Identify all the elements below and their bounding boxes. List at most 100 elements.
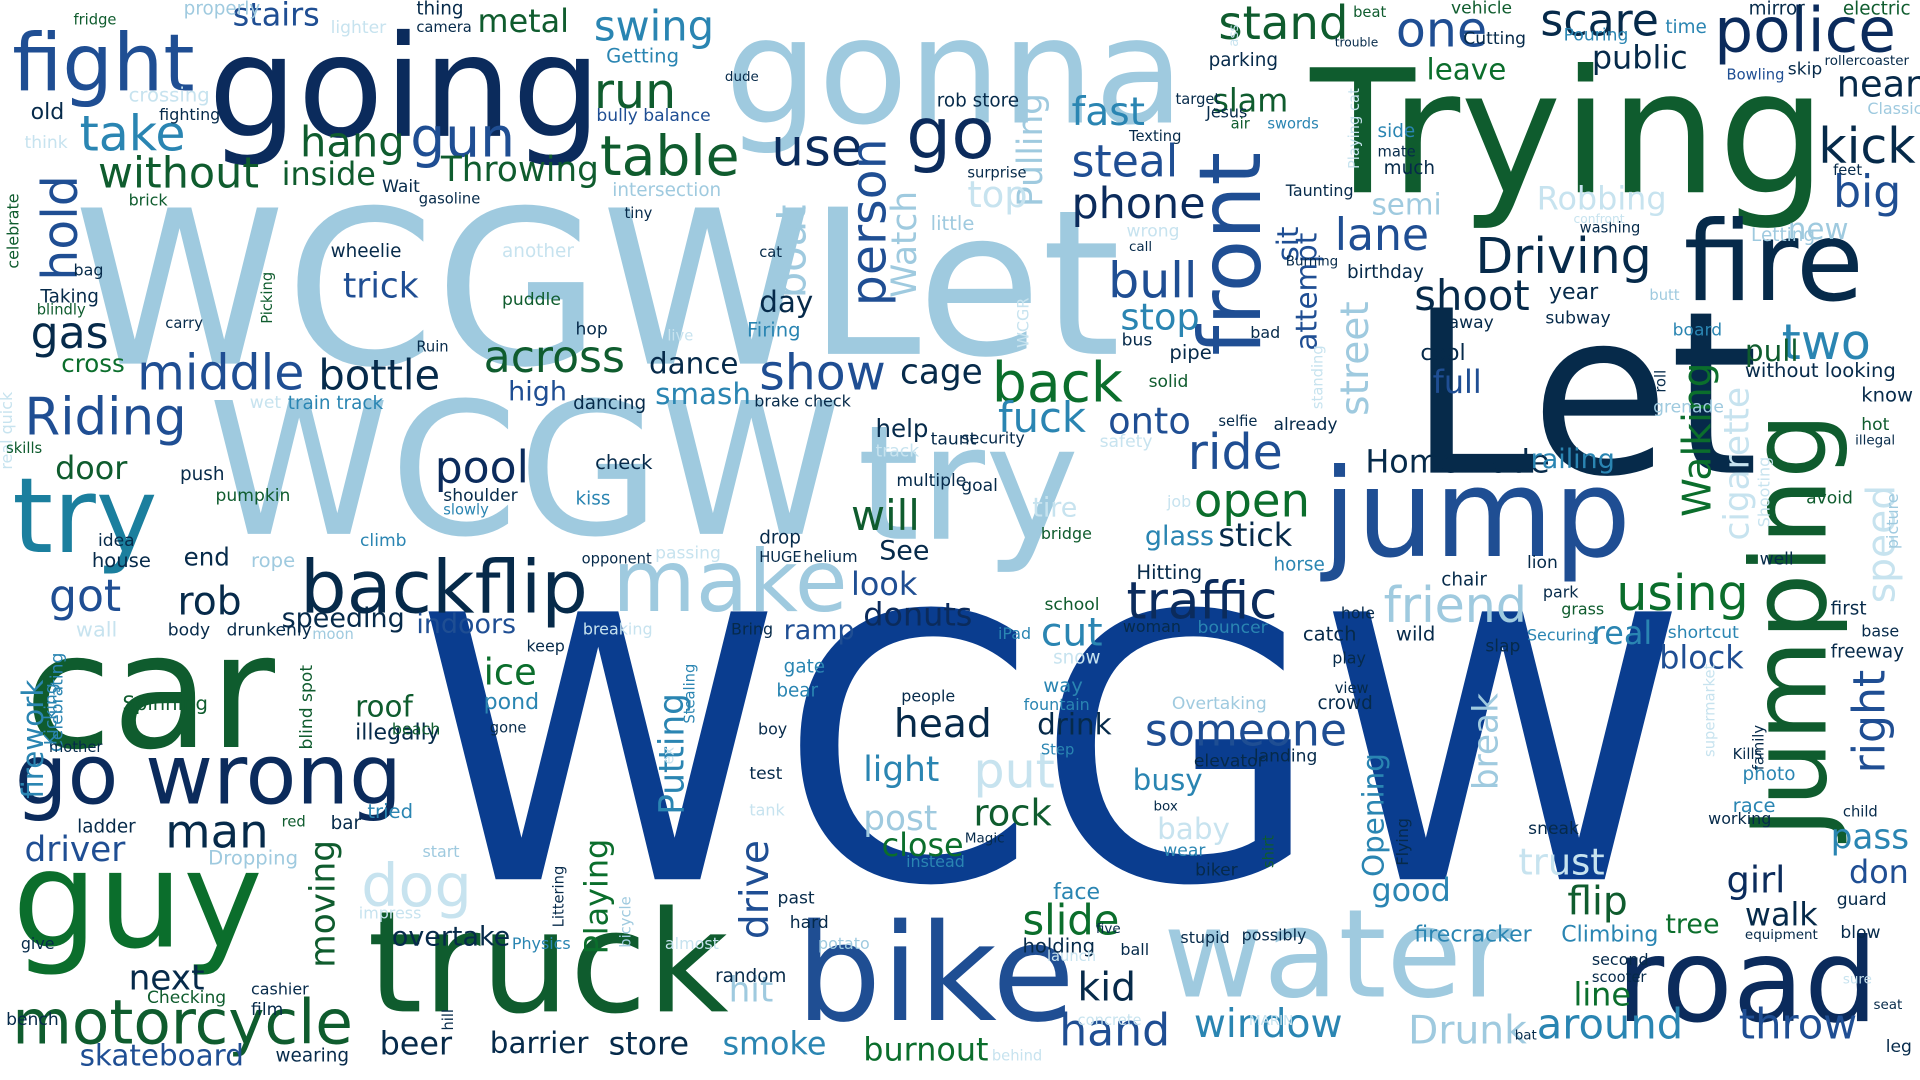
cloud-word-boy: boy xyxy=(757,721,788,740)
cloud-word-homemade: Homemade xyxy=(1365,444,1550,482)
cloud-word-body: body xyxy=(167,620,211,641)
cloud-word-getting: Getting xyxy=(606,44,680,68)
cloud-word-show: show xyxy=(759,345,886,402)
cloud-word-street: street xyxy=(1331,301,1378,417)
cloud-word-think: think xyxy=(24,133,68,154)
cloud-word-open: open xyxy=(1193,473,1311,528)
cloud-word-taking: Taking xyxy=(40,285,99,308)
cloud-word-bag: bag xyxy=(73,262,104,281)
cloud-word-dropping: Dropping xyxy=(208,846,299,870)
cloud-word-shoulder: shoulder xyxy=(443,486,518,506)
cloud-word-chair: chair xyxy=(1441,568,1487,591)
cloud-word-five: five xyxy=(1095,920,1121,937)
cloud-word-taunting: Taunting xyxy=(1285,182,1354,201)
cloud-word-pouring: Pouring xyxy=(1563,25,1629,46)
cloud-word-new: new xyxy=(1787,211,1849,247)
cloud-word-lane: lane xyxy=(1334,210,1430,261)
cloud-word-horse: horse xyxy=(1273,553,1325,576)
cloud-word-texting: Texting xyxy=(1128,127,1182,145)
cloud-word-gas: gas xyxy=(30,308,109,359)
cloud-word-firecracker: firecracker xyxy=(1414,922,1532,948)
cloud-word-wet: wet xyxy=(249,393,282,413)
cloud-word-driving: Driving xyxy=(1475,228,1652,286)
cloud-word-job: job xyxy=(1166,493,1192,512)
cloud-word-wcgw: WCGW xyxy=(208,364,842,578)
cloud-word-ex: ex xyxy=(660,747,678,765)
cloud-word-train-track: train track xyxy=(287,391,384,414)
cloud-word-bus: bus xyxy=(1121,330,1153,351)
cloud-word-fast: fast xyxy=(1071,88,1146,135)
cloud-word-red: red xyxy=(281,813,306,831)
cloud-word-fuck: fuck xyxy=(997,394,1087,444)
cloud-word-base: base xyxy=(1861,623,1900,642)
cloud-word-look: look xyxy=(851,566,918,604)
cloud-word-test: test xyxy=(749,764,783,784)
cloud-word-subway: subway xyxy=(1545,308,1611,329)
cloud-word-checking: Checking xyxy=(146,988,227,1008)
cloud-word-concrete: concrete xyxy=(1077,1011,1142,1029)
cloud-word-gone: gone xyxy=(489,718,527,736)
cloud-word-crossing: crossing xyxy=(128,83,210,107)
cloud-word-stick: stick xyxy=(1218,517,1293,555)
cloud-word-slam: slam xyxy=(1212,83,1289,121)
cloud-word-public: public xyxy=(1591,40,1688,78)
cloud-word-scooter: scooter xyxy=(1591,968,1647,986)
cloud-word-next: next xyxy=(128,957,205,998)
cloud-word-fight: fight xyxy=(12,18,195,111)
cloud-word-step: Step xyxy=(1040,740,1075,758)
cloud-word-burning: Burning xyxy=(1285,253,1339,270)
cloud-word-bridge: bridge xyxy=(1040,525,1092,544)
cloud-word-child: child xyxy=(1842,803,1878,821)
cloud-word-pool: pool xyxy=(434,443,529,494)
cloud-word-don: don xyxy=(1848,854,1909,892)
cloud-word-donuts: donuts xyxy=(863,597,973,635)
cloud-word-washing: washing xyxy=(1579,219,1641,237)
cloud-word-cashier: cashier xyxy=(251,980,309,1000)
cloud-word-man: man xyxy=(165,804,269,859)
cloud-word-help: help xyxy=(875,413,929,444)
cloud-word-skateboard: skateboard xyxy=(79,1038,244,1073)
cloud-word-see: See xyxy=(879,536,930,567)
cloud-word-thing: thing xyxy=(416,0,464,20)
cloud-word-seat: seat xyxy=(1873,996,1903,1013)
cloud-word-people: people xyxy=(901,688,956,707)
cloud-word-hitting: Hitting xyxy=(1136,560,1203,585)
cloud-word-rollercoaster: rollercoaster xyxy=(1824,52,1910,69)
cloud-word-camera: camera xyxy=(416,18,472,36)
cloud-word-shirt: shirt xyxy=(1260,835,1278,869)
cloud-word-illegal: illegal xyxy=(1855,432,1896,449)
cloud-word-scare: scare xyxy=(1540,0,1659,47)
cloud-word-bicycle: bicycle xyxy=(617,896,635,949)
cloud-word-pass: pass xyxy=(1830,816,1910,858)
cloud-word-busy: busy xyxy=(1132,762,1203,798)
cloud-word-supermarket: supermarket xyxy=(1700,664,1718,758)
cloud-word-box: box xyxy=(1153,798,1178,815)
cloud-word-glass: glass xyxy=(1144,521,1215,553)
cloud-word-without: without xyxy=(97,149,260,199)
cloud-word-climb: climb xyxy=(360,531,407,552)
cloud-word-baby: baby xyxy=(1157,811,1230,847)
cloud-word-blow: blow xyxy=(1840,923,1881,943)
cloud-word-feet: feet xyxy=(1833,161,1863,179)
cloud-word-ice: ice xyxy=(483,651,537,695)
cloud-word-idea: idea xyxy=(97,531,135,552)
cloud-word-fridge: fridge xyxy=(73,11,117,29)
cloud-word-around: around xyxy=(1536,1000,1684,1050)
cloud-word-blind-spot: blind spot xyxy=(297,664,318,750)
cloud-word-gate: gate xyxy=(783,655,826,678)
cloud-word-spinning: Spinning xyxy=(122,691,208,716)
cloud-word-air: air xyxy=(1230,115,1250,133)
cloud-word-solid: solid xyxy=(1148,372,1189,392)
cloud-word-inside: inside xyxy=(281,156,376,194)
cloud-word-without-looking: without looking xyxy=(1744,358,1896,383)
cloud-word-right: right xyxy=(1845,670,1896,774)
cloud-word-hop: hop xyxy=(575,319,608,340)
cloud-word-someone: someone xyxy=(1144,706,1347,757)
cloud-word-sneak: sneak xyxy=(1528,819,1579,839)
cloud-word-one: one xyxy=(1395,2,1488,59)
cloud-word-carry: carry xyxy=(165,314,203,332)
cloud-word-girl: girl xyxy=(1726,859,1786,903)
cloud-word-bully-balance: bully balance xyxy=(596,106,711,127)
cloud-word-selfie: selfie xyxy=(1218,412,1258,430)
cloud-word-run: run xyxy=(593,63,677,121)
